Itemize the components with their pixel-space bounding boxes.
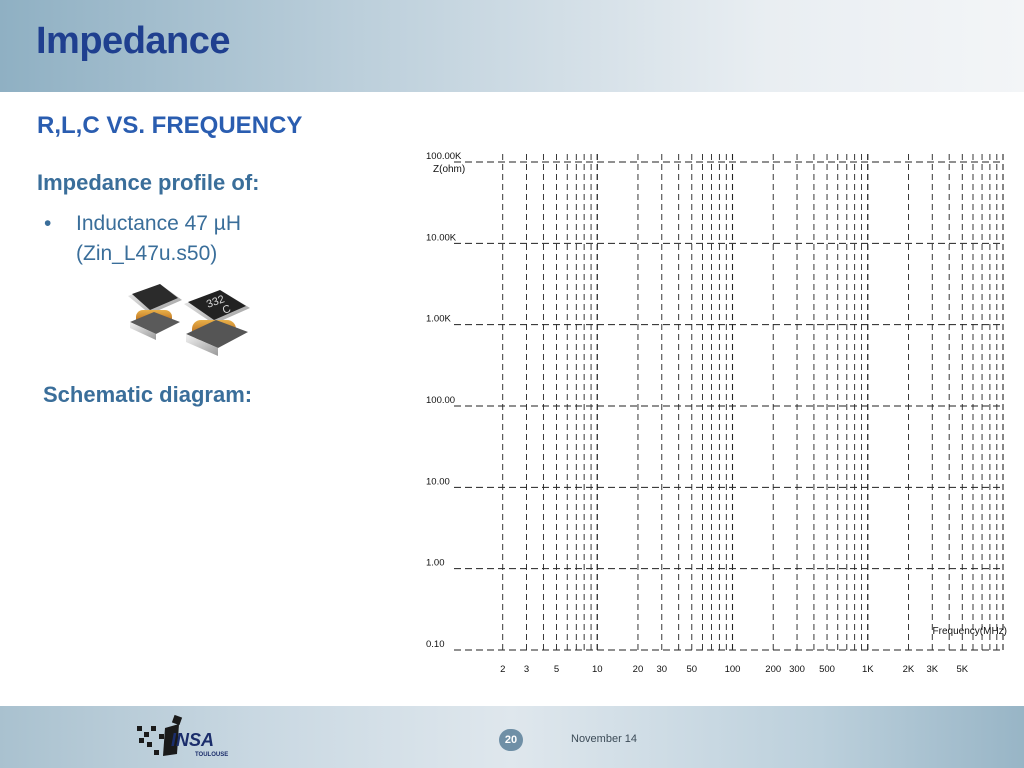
y-tick-label: 10.00K [426, 232, 457, 243]
header-band [0, 0, 1024, 92]
slide-title: Impedance [36, 20, 231, 62]
component-marking-2: C [221, 303, 233, 317]
x-tick-label: 50 [686, 664, 697, 675]
bullet-text: Inductance 47 µH (Zin_L47u.s50) [76, 209, 241, 269]
schematic-heading: Schematic diagram: [43, 382, 253, 407]
slide-subtitle: R,L,C VS. FREQUENCY [37, 112, 303, 139]
y-tick-label: 0.10 [426, 639, 445, 650]
bullet-line-2: (Zin_L47u.s50) [76, 242, 218, 265]
x-tick-label: 200 [765, 664, 781, 675]
x-tick-label: 1K [862, 664, 874, 675]
insa-toulouse-logo: INSA TOULOUSE [137, 714, 228, 758]
footer-date: November 14 [571, 733, 638, 745]
x-axis-label: Frequency(MHz) [933, 626, 1007, 637]
inductor-photo: 332 C [128, 284, 250, 356]
inductor-large: 332 C [184, 290, 250, 356]
impedance-profile-heading: Impedance profile of: [37, 170, 260, 195]
bullet-marker: • [44, 212, 52, 235]
y-tick-label: 100.00 [426, 395, 455, 406]
slide-number-badge: 20 [499, 729, 523, 751]
logo-subtext: TOULOUSE [195, 752, 228, 758]
x-tick-label: 5 [554, 664, 559, 675]
bullet-line-1: Inductance 47 µH [76, 212, 242, 235]
x-tick-label: 2K [903, 664, 915, 675]
x-tick-label: 100 [725, 664, 741, 675]
y-tick-label: 1.00 [426, 558, 445, 569]
inductor-small [128, 284, 182, 340]
impedance-chart: 100.00K 10.00K 1.00K 100.00 10.00 1.00 0.10 2 3 5… [410, 140, 1020, 680]
x-tick-label: 2 [500, 664, 505, 675]
y-tick-label: 10.00 [426, 476, 450, 487]
x-tick-label: 3 [524, 664, 529, 675]
chart-svg: 100.00K 10.00K 1.00K 100.00 10.00 1.00 0.10 2 3 5… [426, 151, 1007, 675]
x-tick-label: 3K [926, 664, 938, 675]
y-tick-label: 1.00K [426, 314, 451, 325]
x-tick-label: 30 [656, 664, 667, 675]
logo-text: INSA [171, 730, 214, 750]
component-marking-1: 332 [205, 293, 226, 311]
x-tick-label: 5K [956, 664, 968, 675]
x-tick-label: 300 [789, 664, 805, 675]
y-tick-label: 100.00K [426, 151, 462, 162]
x-tick-label: 500 [819, 664, 835, 675]
x-tick-label: 10 [592, 664, 603, 675]
y-axis-label: Z(ohm) [433, 164, 465, 175]
x-tick-label: 20 [633, 664, 644, 675]
